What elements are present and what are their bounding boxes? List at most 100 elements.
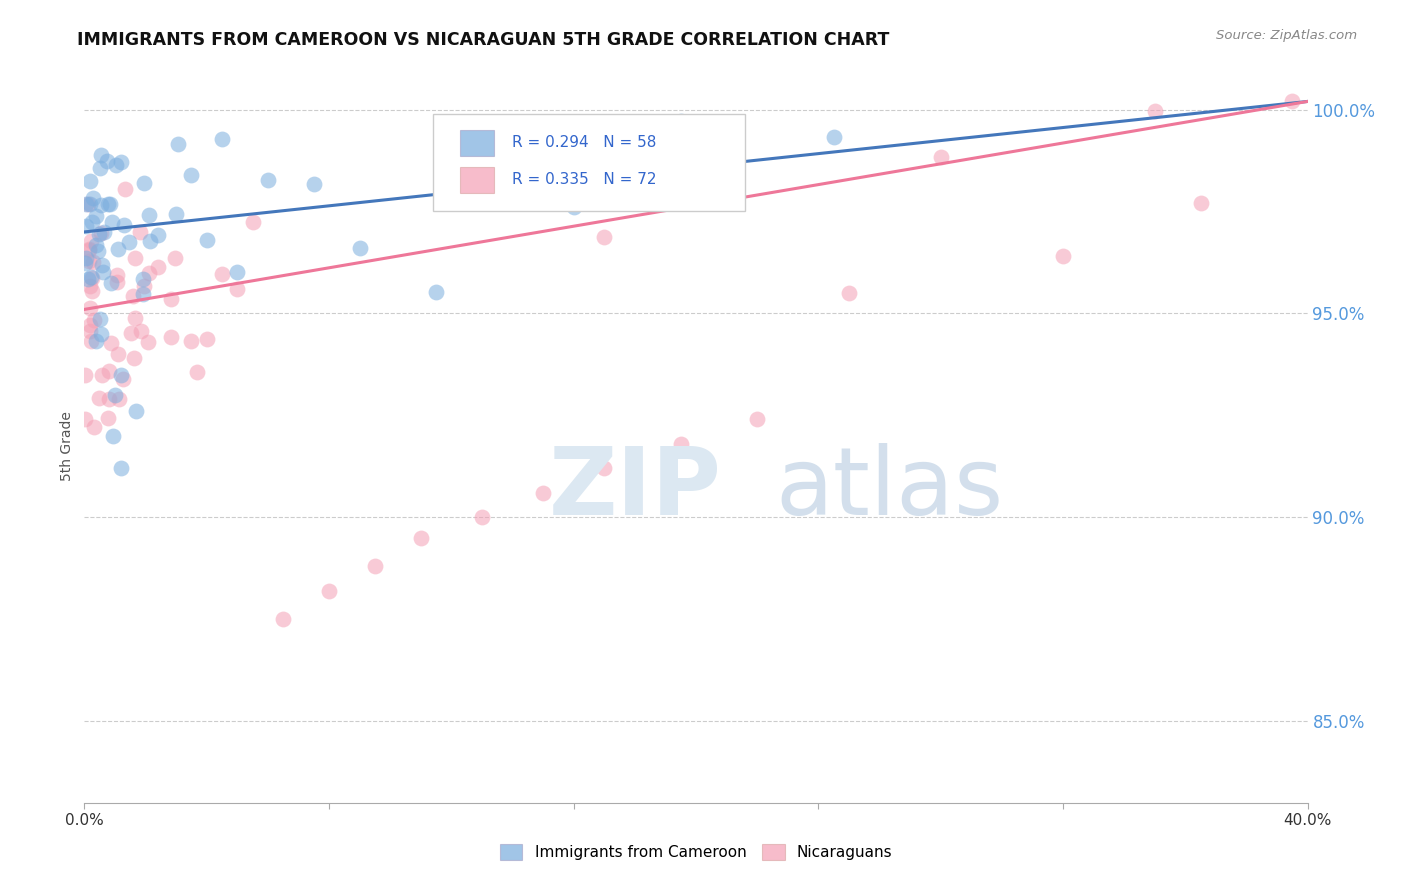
Point <box>79 174 101 188</box>
Y-axis label: 5th Grade: 5th Grade <box>60 411 75 481</box>
Point <box>77 197 100 211</box>
Point <box>271 612 294 626</box>
Text: ZIP: ZIP <box>550 442 723 535</box>
Point <box>180 334 202 348</box>
Point <box>105 275 128 289</box>
Point <box>97 196 120 211</box>
Point <box>425 285 447 299</box>
Point <box>82 191 104 205</box>
Point <box>669 437 692 451</box>
Point <box>364 559 387 574</box>
Point <box>160 292 183 306</box>
Point <box>195 332 218 346</box>
Point <box>114 182 136 196</box>
Point <box>118 235 141 250</box>
Point <box>593 229 616 244</box>
Point <box>838 286 860 301</box>
Point <box>1189 196 1212 211</box>
Point <box>104 157 127 171</box>
Point <box>100 335 122 350</box>
Point <box>146 260 169 274</box>
Point <box>73 256 96 270</box>
Point <box>124 404 146 418</box>
Point <box>1281 95 1303 109</box>
Point <box>90 326 112 341</box>
Point <box>823 129 845 144</box>
Point <box>929 150 952 164</box>
Point <box>83 420 105 434</box>
Point <box>132 176 155 190</box>
Point <box>747 412 769 426</box>
Point <box>75 196 97 211</box>
Point <box>87 227 110 242</box>
Point <box>122 351 145 365</box>
Point <box>1052 249 1074 263</box>
Bar <box>460 167 494 193</box>
Point <box>1143 103 1166 118</box>
Point <box>593 461 616 475</box>
Point <box>101 215 124 229</box>
Point <box>486 178 509 193</box>
Point <box>84 210 107 224</box>
Point <box>89 311 111 326</box>
Point <box>76 271 98 285</box>
Point <box>112 372 135 386</box>
Point <box>89 161 111 175</box>
Point <box>146 227 169 242</box>
Point <box>89 392 111 406</box>
Point <box>180 168 202 182</box>
Point <box>562 200 585 214</box>
Point <box>685 128 707 143</box>
Point <box>257 173 280 187</box>
Point <box>77 243 100 257</box>
Point <box>75 251 97 265</box>
Point <box>90 148 112 162</box>
Point <box>132 271 155 285</box>
Point <box>79 318 101 333</box>
Point <box>104 388 127 402</box>
Point <box>82 284 104 298</box>
Point <box>110 368 132 382</box>
Point <box>103 429 125 443</box>
Point <box>124 311 146 326</box>
Point <box>471 510 494 524</box>
Point <box>91 258 114 272</box>
Point <box>132 286 155 301</box>
Legend: Immigrants from Cameroon, Nicaraguans: Immigrants from Cameroon, Nicaraguans <box>494 838 898 866</box>
Text: R = 0.294   N = 58: R = 0.294 N = 58 <box>513 136 657 150</box>
Point <box>211 267 233 281</box>
Point <box>91 265 114 279</box>
Point <box>226 282 249 296</box>
Point <box>110 461 132 475</box>
Point <box>112 218 135 232</box>
Point <box>82 254 104 268</box>
FancyBboxPatch shape <box>433 114 745 211</box>
Point <box>138 266 160 280</box>
Point <box>97 392 120 407</box>
Point <box>107 242 129 256</box>
Point <box>124 251 146 265</box>
Point <box>349 241 371 255</box>
Point <box>93 225 115 239</box>
Point <box>166 137 188 152</box>
Text: atlas: atlas <box>776 442 1004 535</box>
Point <box>122 289 145 303</box>
Point <box>132 279 155 293</box>
Point <box>211 132 233 146</box>
Point <box>160 330 183 344</box>
Point <box>669 114 692 128</box>
Point <box>97 410 120 425</box>
Point <box>79 301 101 315</box>
Point <box>84 237 107 252</box>
Point <box>165 252 187 266</box>
Point <box>80 215 103 229</box>
Point <box>82 271 104 285</box>
Point <box>318 583 340 598</box>
Point <box>75 368 97 383</box>
Point <box>80 334 103 348</box>
Point <box>409 531 432 545</box>
Point <box>139 234 162 248</box>
Point <box>128 225 150 239</box>
Point <box>79 324 101 338</box>
Point <box>120 326 142 341</box>
